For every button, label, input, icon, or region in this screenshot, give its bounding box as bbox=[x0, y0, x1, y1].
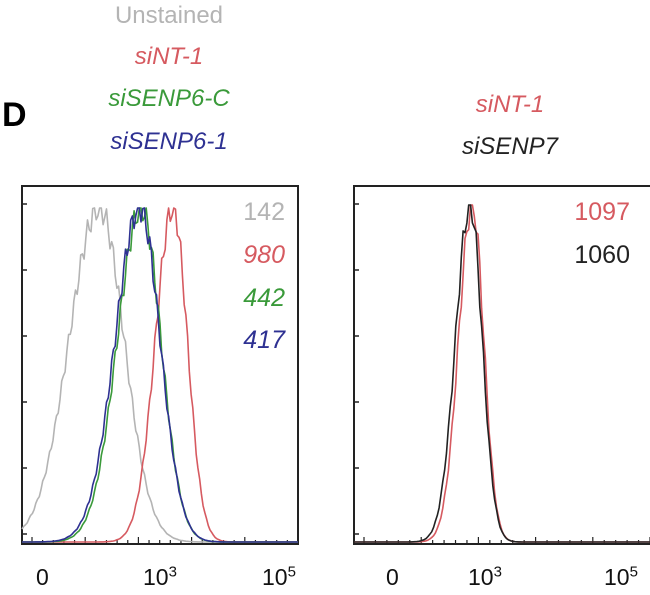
stat-sisenp61: 417 bbox=[243, 326, 285, 354]
legend-unstained: Unstained bbox=[114, 2, 224, 29]
legend-sisenp61: siSENP6-1 bbox=[110, 128, 228, 155]
right-y-ticks bbox=[354, 203, 650, 544]
stat-unstained: 142 bbox=[243, 198, 285, 226]
left-y-ticks bbox=[22, 203, 299, 544]
histogram-sisenp7 bbox=[354, 204, 650, 543]
legend-sisenp6c: siSENP6-C bbox=[108, 85, 230, 112]
stat-sint1: 980 bbox=[243, 241, 285, 269]
legend-sint1: siNT-1 bbox=[134, 43, 204, 70]
stat-right-sisenp7: 1060 bbox=[574, 241, 630, 269]
right-plot-frame bbox=[353, 185, 650, 545]
right-xtick-0: 0 bbox=[386, 564, 399, 590]
stat-sisenp6c: 442 bbox=[243, 284, 285, 312]
stat-right-sint1: 1097 bbox=[574, 198, 630, 226]
histogram-unstained bbox=[21, 207, 298, 543]
left-xtick-2: 105 bbox=[262, 563, 296, 590]
histogram-sint-1 bbox=[354, 204, 650, 543]
right-xtick-2: 105 bbox=[604, 563, 638, 590]
right-histograms bbox=[354, 204, 650, 543]
left-histograms bbox=[21, 207, 298, 543]
histogram-sisenp6-1 bbox=[22, 207, 298, 543]
left-xtick-0: 0 bbox=[36, 564, 49, 590]
legend-right-sint1: siNT-1 bbox=[475, 91, 545, 118]
panel-label: D bbox=[2, 96, 27, 134]
left-xtick-1: 103 bbox=[143, 563, 177, 590]
right-xtick-1: 103 bbox=[468, 563, 502, 590]
legend-right-sisenp7: siSENP7 bbox=[461, 133, 559, 160]
left-plot-frame bbox=[21, 185, 299, 545]
